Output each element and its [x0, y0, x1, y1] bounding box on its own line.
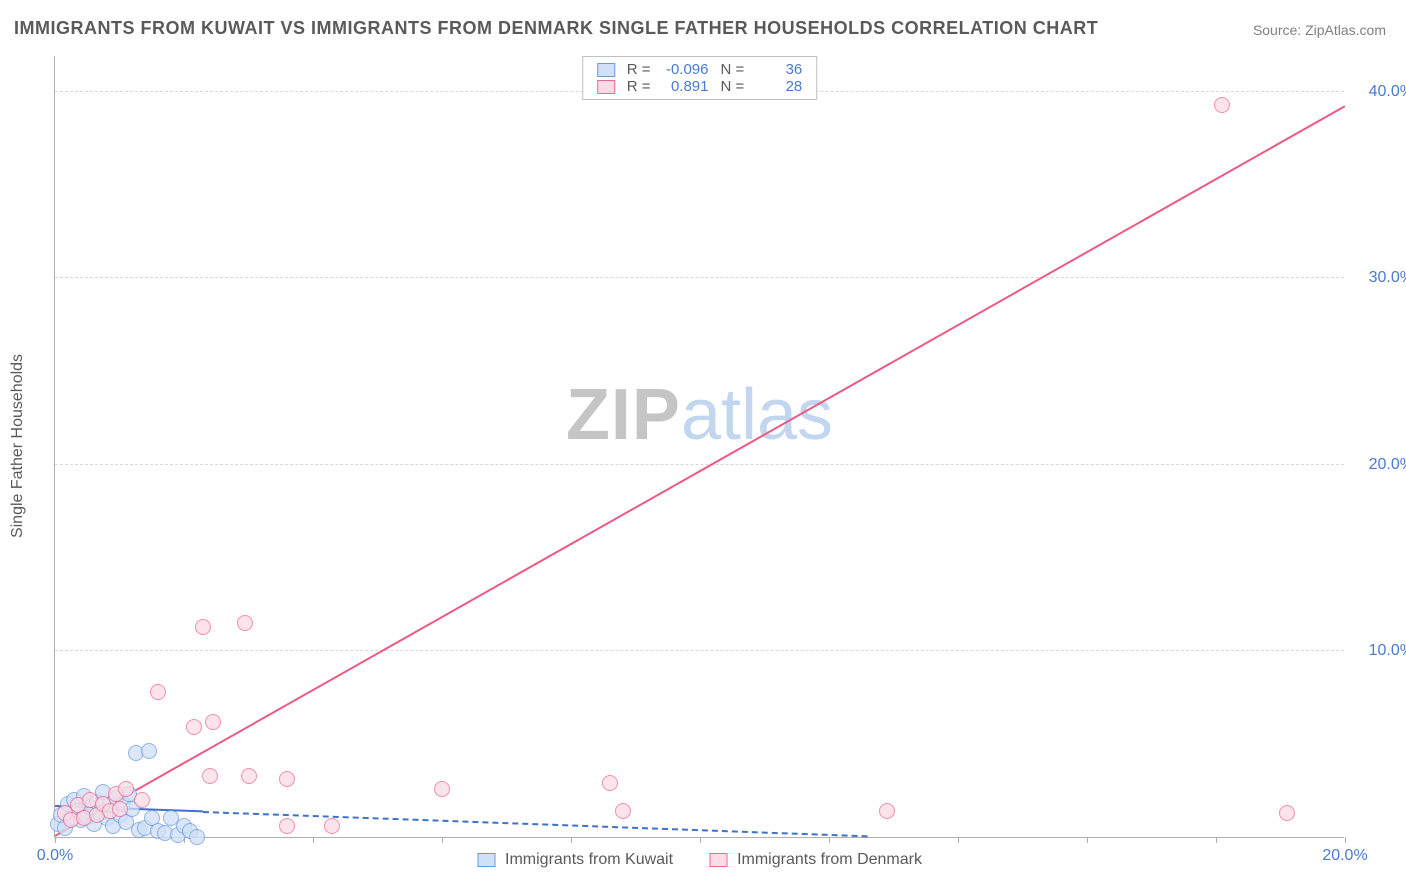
x-tick — [958, 837, 959, 843]
legend-item-denmark: Immigrants from Denmark — [709, 851, 922, 869]
legend-label-denmark: Immigrants from Denmark — [737, 851, 922, 869]
data-point-denmark — [1279, 805, 1295, 821]
data-point-denmark — [279, 771, 295, 787]
plot-area: ZIPatlas 10.0%20.0%30.0%40.0% 0.0%20.0% … — [54, 56, 1344, 838]
x-tick — [1216, 837, 1217, 843]
x-tick-label: 0.0% — [37, 847, 73, 865]
source-attribution: Source: ZipAtlas.com — [1253, 22, 1386, 38]
legend-label-kuwait: Immigrants from Kuwait — [505, 851, 673, 869]
stats-legend-box: R = -0.096 N = 36 R = 0.891 N = 28 — [582, 56, 818, 100]
x-tick — [829, 837, 830, 843]
data-point-denmark — [324, 818, 340, 834]
y-tick-label: 40.0% — [1369, 83, 1406, 101]
stats-row-denmark: R = 0.891 N = 28 — [597, 78, 803, 95]
data-point-denmark — [205, 714, 221, 730]
x-tick — [700, 837, 701, 843]
watermark-atlas: atlas — [681, 375, 833, 455]
stats-n-label: N = — [721, 61, 745, 78]
y-tick-label: 10.0% — [1369, 642, 1406, 660]
y-tick-label: 20.0% — [1369, 456, 1406, 474]
x-tick — [442, 837, 443, 843]
stats-n-value-kuwait: 36 — [756, 61, 802, 78]
stats-r-value-kuwait: -0.096 — [663, 61, 709, 78]
x-tick-label: 20.0% — [1322, 847, 1367, 865]
data-point-denmark — [195, 619, 211, 635]
data-point-denmark — [134, 792, 150, 808]
x-tick — [1087, 837, 1088, 843]
gridline — [55, 650, 1344, 651]
x-tick — [55, 837, 56, 843]
watermark: ZIPatlas — [566, 374, 833, 456]
data-point-denmark — [241, 768, 257, 784]
x-tick — [313, 837, 314, 843]
trend-line — [55, 105, 1346, 837]
data-point-denmark — [279, 818, 295, 834]
stats-row-kuwait: R = -0.096 N = 36 — [597, 61, 803, 78]
data-point-denmark — [186, 719, 202, 735]
x-tick — [1345, 837, 1346, 843]
data-point-kuwait — [141, 743, 157, 759]
stats-r-label: R = — [627, 78, 651, 95]
data-point-denmark — [615, 803, 631, 819]
gridline — [55, 464, 1344, 465]
stats-n-label: N = — [721, 78, 745, 95]
data-point-denmark — [202, 768, 218, 784]
data-point-denmark — [602, 775, 618, 791]
x-tick — [571, 837, 572, 843]
data-point-denmark — [118, 781, 134, 797]
legend-swatch-kuwait — [477, 853, 495, 867]
stats-r-label: R = — [627, 61, 651, 78]
stats-n-value-denmark: 28 — [756, 78, 802, 95]
data-point-denmark — [1214, 97, 1230, 113]
stats-r-value-denmark: 0.891 — [663, 78, 709, 95]
chart-title: IMMIGRANTS FROM KUWAIT VS IMMIGRANTS FRO… — [14, 18, 1098, 39]
swatch-denmark — [597, 80, 615, 94]
data-point-kuwait — [189, 829, 205, 845]
data-point-denmark — [879, 803, 895, 819]
data-point-denmark — [150, 684, 166, 700]
y-axis-label: Single Father Households — [9, 354, 27, 538]
data-point-denmark — [237, 615, 253, 631]
gridline — [55, 277, 1344, 278]
swatch-kuwait — [597, 63, 615, 77]
trend-line — [203, 811, 867, 837]
data-point-denmark — [112, 801, 128, 817]
y-tick-label: 30.0% — [1369, 269, 1406, 287]
series-legend: Immigrants from Kuwait Immigrants from D… — [477, 851, 922, 869]
data-point-denmark — [434, 781, 450, 797]
watermark-zip: ZIP — [566, 375, 681, 455]
legend-swatch-denmark — [709, 853, 727, 867]
legend-item-kuwait: Immigrants from Kuwait — [477, 851, 673, 869]
